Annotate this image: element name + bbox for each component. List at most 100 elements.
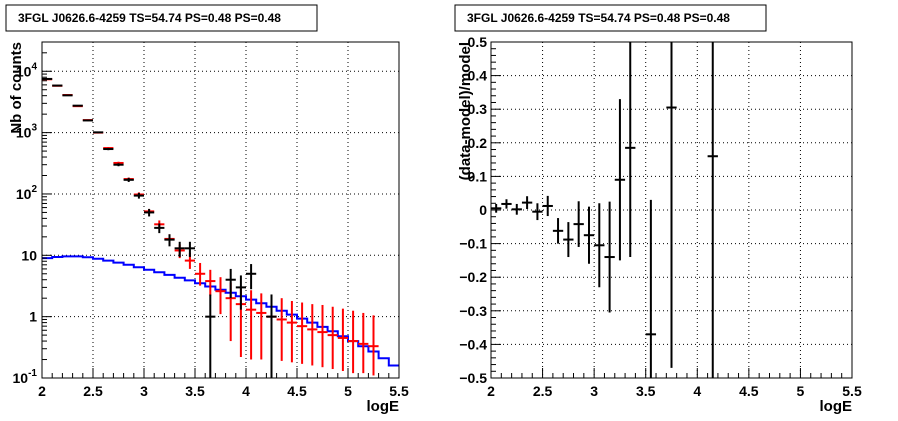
left-black-point <box>154 223 165 234</box>
right-x-tick-label: 4 <box>693 383 701 399</box>
right-x-tick-label: 5.5 <box>842 383 862 399</box>
left-x-tick-label: 3.5 <box>185 383 205 399</box>
left-black-point <box>205 294 216 378</box>
right-black-point <box>594 203 605 288</box>
right-panel: 2 2.5 3 3.5 4 4.5 5 5.5 −0.5 −0.4 −0.3 −0.2 −0.1 0 0.… <box>454 4 862 415</box>
left-black-point <box>113 163 124 167</box>
left-y-tick-label: 104 <box>16 61 38 79</box>
right-y-tick-labels: −0.5 −0.4 −0.3 −0.2 −0.1 0 0.1 0.2 0.3 0.4 0.5 <box>459 34 487 386</box>
right-y-tick-label: 0.5 <box>468 34 488 50</box>
left-y-tick-label: 10-1 <box>13 368 38 386</box>
left-black-point <box>246 264 257 290</box>
right-y-tick-label: −0.2 <box>459 269 487 285</box>
left-black-point <box>103 147 114 151</box>
right-black-point <box>532 203 543 221</box>
right-black-point <box>666 42 677 368</box>
left-black-point <box>184 241 195 257</box>
left-black-point <box>266 294 277 378</box>
left-red-point <box>327 306 338 370</box>
left-red-point <box>286 300 297 363</box>
right-x-axis-label: logE <box>820 398 853 415</box>
left-x-tick-label: 4 <box>242 383 250 399</box>
left-y-tick-label: 1 <box>29 309 37 325</box>
left-red-point <box>348 310 359 374</box>
left-black-point <box>62 94 73 97</box>
right-x-tick-label: 2.5 <box>533 383 553 399</box>
right-ticks <box>490 41 853 379</box>
left-x-tick-label: 4.5 <box>287 383 307 399</box>
right-chart-title: 3FGL J0626.6-4259 TS=54.74 PS=0.48 PS=0.… <box>467 11 730 25</box>
left-x-tick-label: 5.5 <box>389 383 409 399</box>
right-black-point <box>583 206 595 264</box>
left-y-tick-label: 102 <box>16 184 38 202</box>
right-black-point <box>552 218 564 244</box>
left-red-point <box>358 312 369 374</box>
left-ticks <box>41 41 400 379</box>
left-red-point <box>276 298 287 361</box>
right-x-tick-label: 5 <box>797 383 805 399</box>
left-black-point <box>93 131 104 134</box>
left-title-box <box>5 4 318 32</box>
left-black-point <box>123 177 134 182</box>
left-chart-title: 3FGL J0626.6-4259 TS=54.74 PS=0.48 PS=0.… <box>18 11 281 25</box>
right-black-point <box>501 199 512 209</box>
left-red-point <box>368 315 379 376</box>
right-black-point <box>511 203 522 215</box>
left-red-point <box>195 262 206 286</box>
right-y-tick-label: 0.1 <box>468 168 488 184</box>
left-y-axis-label: Nb of counts <box>8 42 25 134</box>
right-y-tick-label: −0.3 <box>459 303 487 319</box>
right-black-point <box>573 201 584 247</box>
left-x-axis-label: logE <box>367 398 400 415</box>
left-x-tick-labels: 2 2.5 3 3.5 4 4.5 5 5.5 <box>38 383 409 399</box>
right-y-tick-label: −0.5 <box>459 370 487 386</box>
right-y-tick-label: 0.2 <box>468 135 488 151</box>
right-black-point <box>614 99 626 261</box>
right-x-tick-label: 3 <box>590 383 598 399</box>
left-black-point <box>42 77 53 80</box>
right-black-point <box>645 199 657 378</box>
left-black-point <box>235 275 246 310</box>
left-black-point <box>82 119 93 122</box>
right-y-tick-label: 0.4 <box>468 68 488 84</box>
left-y-tick-label: 10 <box>21 247 37 263</box>
left-red-point <box>246 290 257 360</box>
right-black-series <box>491 42 718 378</box>
right-y-tick-label: −0.4 <box>459 336 487 352</box>
right-y-tick-label: 0.3 <box>468 101 488 117</box>
left-x-tick-label: 3 <box>140 383 148 399</box>
left-x-tick-label: 2.5 <box>83 383 103 399</box>
left-red-point <box>337 308 348 372</box>
right-x-tick-label: 2 <box>487 383 495 399</box>
left-x-tick-label: 5 <box>344 383 352 399</box>
left-red-point <box>317 304 328 368</box>
left-black-point <box>72 104 83 107</box>
right-black-point <box>625 42 636 258</box>
right-y-tick-label: 0 <box>479 202 487 218</box>
right-black-point <box>542 195 553 217</box>
left-red-point <box>307 304 318 366</box>
left-red-point <box>205 269 216 296</box>
left-black-point <box>144 208 155 217</box>
left-plot-frame <box>41 41 400 379</box>
right-x-tick-label: 4.5 <box>739 383 759 399</box>
left-red-point <box>215 277 226 315</box>
right-black-point <box>563 222 574 258</box>
left-black-point <box>133 192 144 199</box>
left-black-point <box>174 241 185 257</box>
right-x-tick-label: 3.5 <box>636 383 656 399</box>
left-black-point <box>52 84 63 87</box>
right-x-tick-labels: 2 2.5 3 3.5 4 4.5 5 5.5 <box>487 383 862 399</box>
left-red-point <box>297 302 308 364</box>
right-title-box <box>454 4 767 32</box>
left-y-tick-label: 103 <box>16 123 38 141</box>
left-panel: 2 2.5 3 3.5 4 4.5 5 5.5 10-1 1 10 102 103 104 logE N… <box>5 4 409 415</box>
left-black-point <box>164 234 175 247</box>
left-black-point <box>225 268 236 299</box>
right-y-axis-label: (data-model)/model <box>457 42 474 180</box>
left-red-point <box>256 293 267 360</box>
left-black-series <box>42 77 277 378</box>
right-black-point <box>521 196 533 209</box>
right-black-point <box>707 42 718 378</box>
